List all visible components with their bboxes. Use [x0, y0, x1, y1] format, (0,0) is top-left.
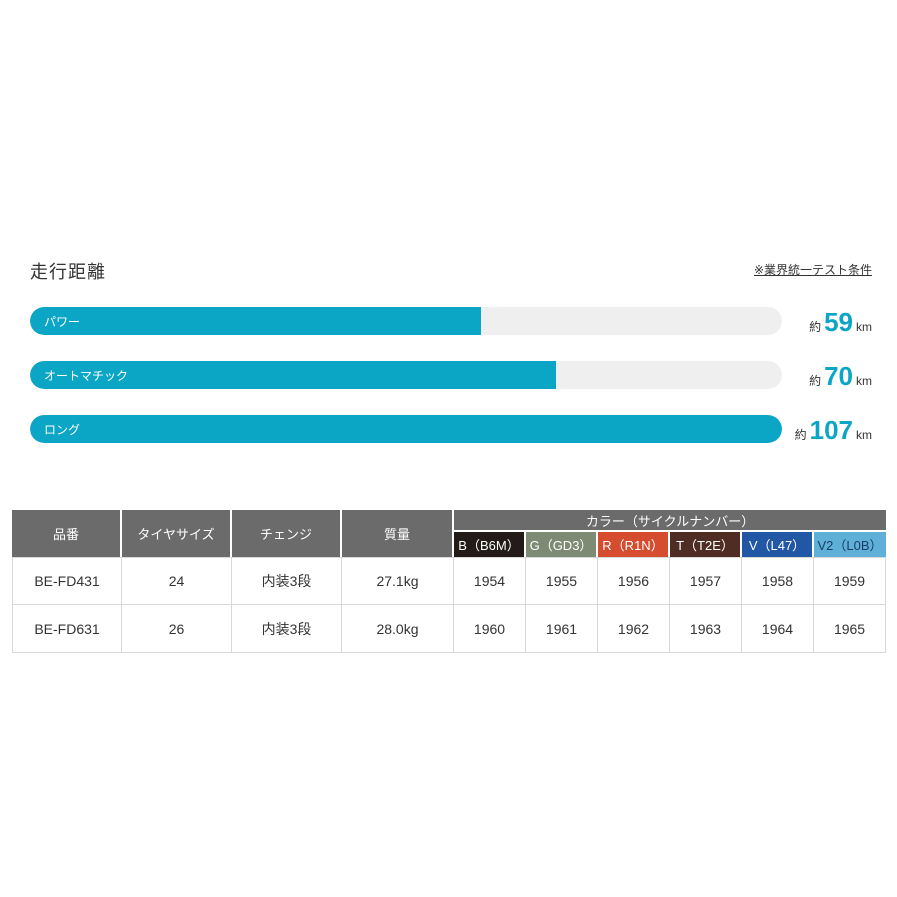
spec-table: 品番 タイヤサイズ チェンジ 質量 カラー（サイクルナンバー） B（B6M） G… — [12, 510, 887, 653]
col-header-color-v: V（L47） — [742, 532, 814, 557]
value-number: 59 — [824, 307, 853, 337]
cell-cycle-number: 1955 — [526, 557, 598, 605]
cell-gear-change: 内装3段 — [232, 605, 342, 653]
cell-cycle-number: 1961 — [526, 605, 598, 653]
col-header-gear-change: チェンジ — [232, 510, 342, 557]
value-unit: km — [856, 320, 872, 334]
col-header-tire-size: タイヤサイズ — [122, 510, 232, 557]
bar-track: パワー — [30, 307, 782, 335]
bar-row-power: パワー 約 59 km — [30, 307, 872, 335]
value-prefix: 約 — [809, 374, 822, 388]
col-header-color-t: T（T2E） — [670, 532, 742, 557]
col-header-color-r: R（R1N） — [598, 532, 670, 557]
cell-cycle-number: 1963 — [670, 605, 742, 653]
table-row: BE-FD631 26 内装3段 28.0kg 1960 1961 1962 1… — [12, 605, 887, 653]
col-group-header-color: カラー（サイクルナンバー） — [454, 510, 887, 532]
cell-tire-size: 26 — [122, 605, 232, 653]
cell-cycle-number: 1954 — [454, 557, 526, 605]
cell-cycle-number: 1956 — [598, 557, 670, 605]
bar-track: ロング — [30, 415, 782, 443]
value-unit: km — [856, 374, 872, 388]
value-number: 70 — [824, 361, 853, 391]
col-header-weight: 質量 — [342, 510, 454, 557]
cell-weight: 28.0kg — [342, 605, 454, 653]
table-header-row-top: 品番 タイヤサイズ チェンジ 質量 カラー（サイクルナンバー） — [12, 510, 887, 557]
section-title: 走行距離 — [30, 262, 106, 282]
bar-fill-power: パワー — [30, 307, 482, 335]
bar-value-automatic: 約 70 km — [782, 361, 872, 389]
cell-tire-size: 24 — [122, 557, 232, 605]
bar-label-automatic: オートマチック — [44, 368, 129, 383]
cell-cycle-number: 1960 — [454, 605, 526, 653]
cell-cycle-number: 1964 — [742, 605, 814, 653]
cell-weight: 27.1kg — [342, 557, 454, 605]
bar-label-long: ロング — [44, 422, 81, 437]
value-prefix: 約 — [809, 320, 822, 334]
table-row: BE-FD431 24 内装3段 27.1kg 1954 1955 1956 1… — [12, 557, 887, 605]
cell-part-number: BE-FD631 — [12, 605, 122, 653]
value-prefix: 約 — [794, 428, 807, 442]
cell-gear-change: 内装3段 — [232, 557, 342, 605]
value-number: 107 — [809, 415, 853, 445]
test-conditions-link[interactable]: ※業界統一テスト条件 — [753, 263, 872, 277]
col-header-color-v2: V2（L0B） — [814, 532, 887, 557]
bar-row-automatic: オートマチック 約 70 km — [30, 361, 872, 389]
cell-cycle-number: 1957 — [670, 557, 742, 605]
table-header-row-colors: B（B6M） G（GD3） R（R1N） T（T2E） V（L47） V2（L0… — [12, 532, 887, 557]
bar-value-long: 約 107 km — [782, 415, 872, 443]
cell-part-number: BE-FD431 — [12, 557, 122, 605]
cell-cycle-number: 1965 — [814, 605, 887, 653]
bar-track: オートマチック — [30, 361, 782, 389]
cell-cycle-number: 1962 — [598, 605, 670, 653]
cell-cycle-number: 1958 — [742, 557, 814, 605]
bar-value-power: 約 59 km — [782, 307, 872, 335]
col-header-color-b: B（B6M） — [454, 532, 526, 557]
col-header-part-number: 品番 — [12, 510, 122, 557]
col-header-color-g: G（GD3） — [526, 532, 598, 557]
cell-cycle-number: 1959 — [814, 557, 887, 605]
bar-fill-automatic: オートマチック — [30, 361, 557, 389]
bar-row-long: ロング 約 107 km — [30, 415, 872, 443]
bar-fill-long: ロング — [30, 415, 782, 443]
value-unit: km — [856, 428, 872, 442]
bar-label-power: パワー — [44, 314, 81, 329]
